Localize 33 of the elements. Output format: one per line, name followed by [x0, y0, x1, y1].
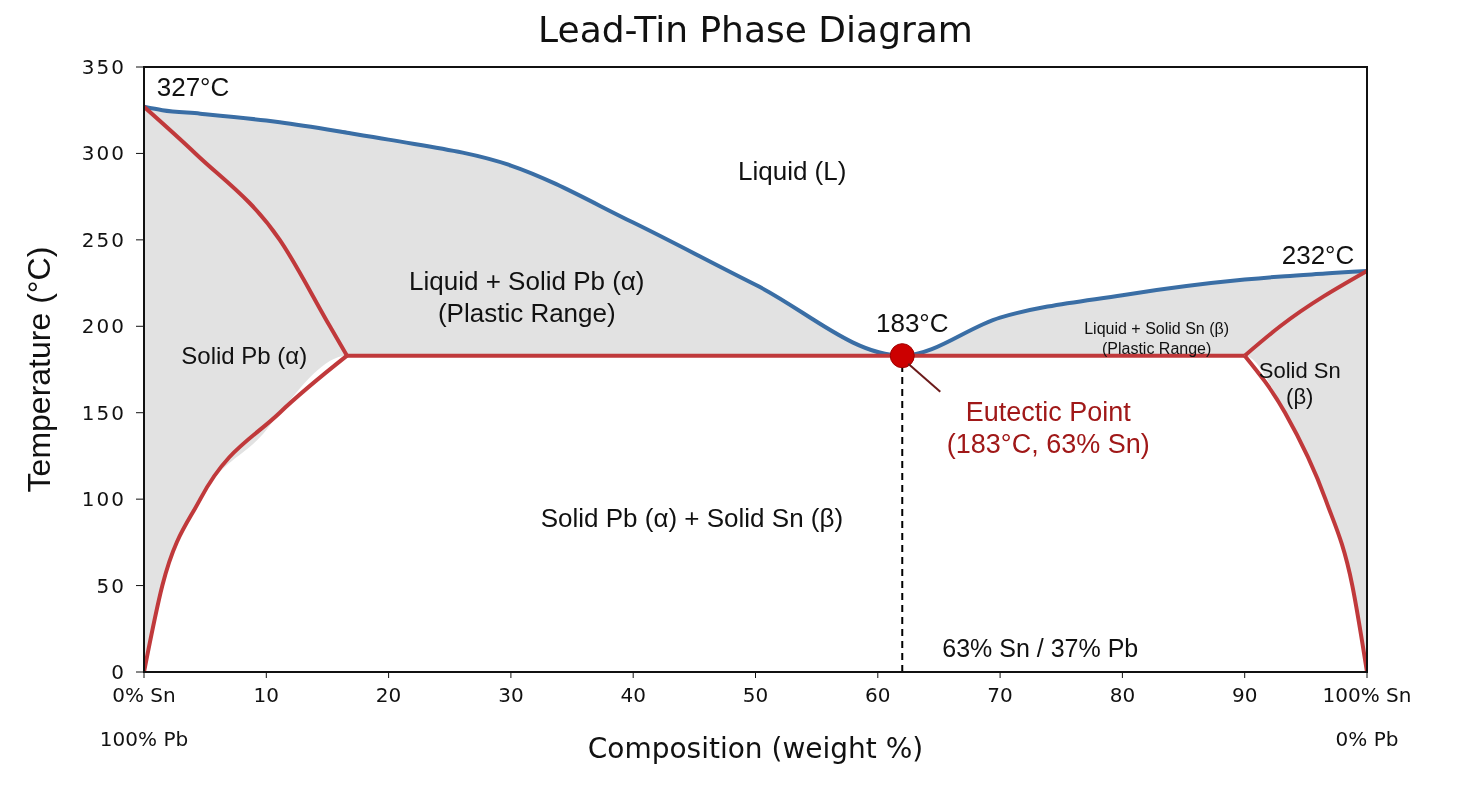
- x-tick-label: 0% Sn 100% Pb: [99, 683, 189, 751]
- y-tick-label: 200: [81, 314, 126, 339]
- y-tick-label: 300: [81, 141, 126, 166]
- annotation: Liquid + Solid Pb (α) (Plastic Range): [409, 266, 645, 328]
- y-tick-label: 100: [81, 487, 126, 512]
- annotation: 183°C: [875, 307, 949, 338]
- y-tick-label: 0: [111, 660, 126, 684]
- x-tick-label: 100% Sn 0% Pb: [1322, 683, 1412, 751]
- y-tick-label: 250: [81, 227, 126, 252]
- y-tick-label: 50: [96, 573, 126, 598]
- annotation: Solid Pb (α) + Solid Sn (β): [540, 503, 844, 534]
- annotation: Liquid + Solid Sn (β) (Plastic Range): [1084, 320, 1230, 357]
- annotation: Eutectic Point (183°C, 63% Sn): [946, 396, 1150, 460]
- y-axis-title: Temperature (°C): [21, 246, 57, 493]
- annotation: 232°C: [1281, 240, 1355, 271]
- x-tick-label: 20: [375, 683, 402, 707]
- annotation: Solid Pb (α): [181, 342, 308, 370]
- y-tick-label: 350: [81, 55, 126, 79]
- annotation: 327°C: [156, 71, 230, 102]
- x-tick-label: 10: [253, 683, 280, 707]
- annotation: 63% Sn / 37% Pb: [942, 633, 1139, 662]
- y-tick-label: 150: [81, 400, 126, 425]
- x-tick-label: 50: [742, 683, 769, 707]
- annotation: Solid Sn (β): [1258, 357, 1341, 410]
- x-tick-label: 70: [987, 683, 1013, 707]
- x-tick-label: 90: [1231, 683, 1258, 707]
- x-tick-label: 60: [865, 683, 891, 707]
- x-axis-title: Composition (weight %): [587, 732, 924, 765]
- x-tick-label: 80: [1109, 683, 1136, 707]
- x-tick-label: 30: [498, 683, 524, 707]
- x-tick-label: 40: [620, 683, 646, 707]
- annotation: Liquid (L): [737, 155, 847, 186]
- chart-title: Lead-Tin Phase Diagram: [538, 9, 973, 50]
